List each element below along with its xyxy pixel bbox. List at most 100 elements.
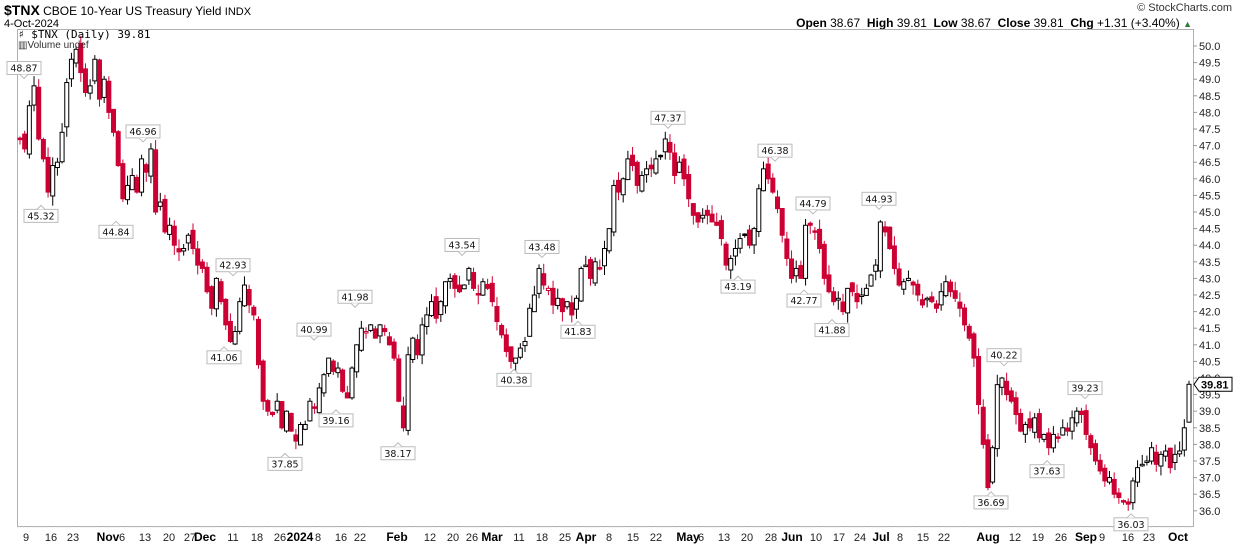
candle <box>1172 453 1178 464</box>
x-tick-label: 2024 <box>287 530 314 544</box>
candle <box>513 357 519 364</box>
candle <box>218 281 224 303</box>
x-tick-label: 20 <box>741 532 753 544</box>
y-tick-label: 42.0 <box>1199 307 1220 319</box>
candle <box>760 168 766 192</box>
svg-text:39.23: 39.23 <box>1071 384 1098 395</box>
candle <box>980 406 986 445</box>
candle <box>363 331 369 334</box>
candle <box>527 307 533 337</box>
candle <box>798 265 804 279</box>
y-tick-label: 39.5 <box>1199 390 1220 402</box>
candle <box>625 158 631 181</box>
y-tick-label: 50.0 <box>1199 41 1220 53</box>
price-annotations: 48.87 45.32 46.96 44.84 42.93 41.06 37.85 40.99… <box>6 61 1149 532</box>
price-label: 41.06 <box>206 346 242 365</box>
candle <box>896 268 902 286</box>
candle <box>471 272 477 289</box>
price-label: 45.32 <box>23 204 59 223</box>
candle <box>695 212 701 223</box>
x-tick-label: 19 <box>1032 532 1044 544</box>
candle <box>157 201 163 207</box>
candle <box>274 400 280 411</box>
candle <box>489 282 495 303</box>
candle <box>597 267 603 270</box>
svg-text:46.38: 46.38 <box>761 146 788 157</box>
candle <box>1041 433 1047 440</box>
candle <box>330 360 336 372</box>
candle <box>1018 412 1024 432</box>
candle <box>634 161 640 186</box>
candle <box>438 301 444 316</box>
x-tick-label: 26 <box>466 532 478 544</box>
x-tick-label: 16 <box>1122 532 1134 544</box>
candle <box>321 374 327 394</box>
candle <box>153 149 159 213</box>
candle <box>658 154 664 158</box>
candle <box>700 214 706 219</box>
candle <box>302 423 308 430</box>
candle <box>190 229 196 250</box>
candle <box>784 238 790 259</box>
copyright: © StockCharts.com <box>1137 2 1232 14</box>
x-tick-label: 8 <box>315 532 321 544</box>
candle <box>400 405 406 429</box>
y-tick-label: 36.0 <box>1199 506 1220 518</box>
x-tick-label: Jul <box>872 530 889 544</box>
y-tick-label: 36.5 <box>1199 489 1220 501</box>
candle <box>737 238 743 249</box>
security-name: CBOE 10-Year US Treasury Yield <box>43 4 222 18</box>
candle <box>1163 450 1169 457</box>
candle <box>517 347 523 358</box>
candle <box>176 248 182 253</box>
svg-text:38.17: 38.17 <box>384 449 411 460</box>
candle <box>1181 427 1187 451</box>
svg-text:42.77: 42.77 <box>790 296 817 307</box>
volume-bars-icon: ▥ <box>18 40 28 51</box>
x-tick-label: 11 <box>227 532 238 544</box>
candle <box>1139 463 1145 467</box>
candle <box>985 439 991 489</box>
candle <box>466 267 472 281</box>
x-tick-label: Feb <box>386 530 407 544</box>
candle <box>410 337 416 360</box>
candle <box>644 168 650 176</box>
candle <box>237 301 243 332</box>
candle <box>143 164 149 173</box>
y-tick-label: 49.5 <box>1199 58 1220 70</box>
chg-value: +1.31 (+3.40%) <box>1097 16 1180 30</box>
x-tick-label: 13 <box>718 532 730 544</box>
svg-text:46.96: 46.96 <box>129 127 156 138</box>
x-tick-label: Oct <box>1168 530 1188 544</box>
low-value: 38.67 <box>960 16 991 30</box>
candle <box>667 141 673 153</box>
x-tick-label: Dec <box>194 530 216 544</box>
candle <box>354 344 360 373</box>
candle <box>54 161 60 169</box>
candle <box>891 245 897 269</box>
candle <box>924 297 930 301</box>
candle <box>611 184 617 233</box>
candle <box>1149 447 1155 462</box>
candle <box>583 264 589 268</box>
candle <box>68 58 74 80</box>
svg-text:36.69: 36.69 <box>977 498 1004 509</box>
high-label: High <box>866 16 894 30</box>
candle <box>64 82 70 128</box>
candle <box>905 277 911 281</box>
candle <box>428 301 434 317</box>
svg-text:45.32: 45.32 <box>27 211 54 222</box>
y-tick-label: 47.0 <box>1199 141 1220 153</box>
y-tick-label: 39.0 <box>1199 406 1220 418</box>
x-tick-label: 9 <box>1099 532 1105 544</box>
x-tick-label: 25 <box>559 532 571 544</box>
x-tick-label: 28 <box>765 532 777 544</box>
x-tick-label: 22 <box>938 532 950 544</box>
candle <box>396 358 402 402</box>
candle <box>1092 443 1098 462</box>
candle <box>101 78 107 98</box>
candle <box>265 400 271 412</box>
candle <box>592 261 598 284</box>
